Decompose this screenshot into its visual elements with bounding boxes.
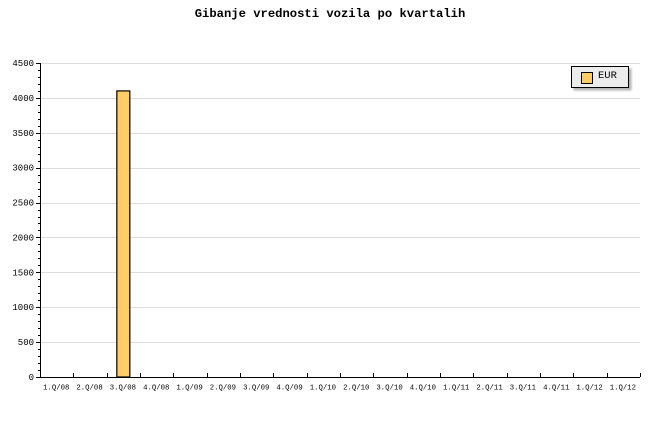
- svg-text:1.Q/08: 1.Q/08: [43, 385, 69, 393]
- svg-text:1.Q/12: 1.Q/12: [610, 385, 636, 393]
- svg-text:2500: 2500: [12, 199, 34, 209]
- svg-text:4.Q/09: 4.Q/09: [276, 385, 302, 393]
- svg-text:2.Q/10: 2.Q/10: [343, 385, 369, 393]
- svg-text:3.Q/09: 3.Q/09: [243, 385, 269, 393]
- svg-text:2.Q/11: 2.Q/11: [476, 385, 503, 393]
- svg-text:2.Q/08: 2.Q/08: [76, 385, 102, 393]
- svg-text:4000: 4000: [12, 94, 34, 104]
- svg-text:4.Q/11: 4.Q/11: [543, 385, 570, 393]
- svg-text:3000: 3000: [12, 164, 34, 174]
- svg-text:4.Q/10: 4.Q/10: [410, 385, 436, 393]
- svg-text:3.Q/10: 3.Q/10: [376, 385, 402, 393]
- svg-text:1.Q/12: 1.Q/12: [576, 385, 602, 393]
- svg-text:1.Q/10: 1.Q/10: [310, 385, 336, 393]
- svg-text:2.Q/09: 2.Q/09: [210, 385, 236, 393]
- svg-text:1000: 1000: [12, 303, 34, 313]
- svg-text:3.Q/08: 3.Q/08: [110, 385, 136, 393]
- svg-text:500: 500: [18, 338, 34, 348]
- svg-text:1.Q/09: 1.Q/09: [176, 385, 202, 393]
- svg-text:3500: 3500: [12, 129, 34, 139]
- svg-text:2000: 2000: [12, 233, 34, 243]
- svg-text:3.Q/11: 3.Q/11: [510, 385, 537, 393]
- svg-text:4.Q/08: 4.Q/08: [143, 385, 169, 393]
- svg-text:1500: 1500: [12, 268, 34, 278]
- svg-text:4500: 4500: [12, 59, 34, 69]
- svg-text:0: 0: [29, 373, 34, 383]
- svg-text:1.Q/11: 1.Q/11: [443, 385, 470, 393]
